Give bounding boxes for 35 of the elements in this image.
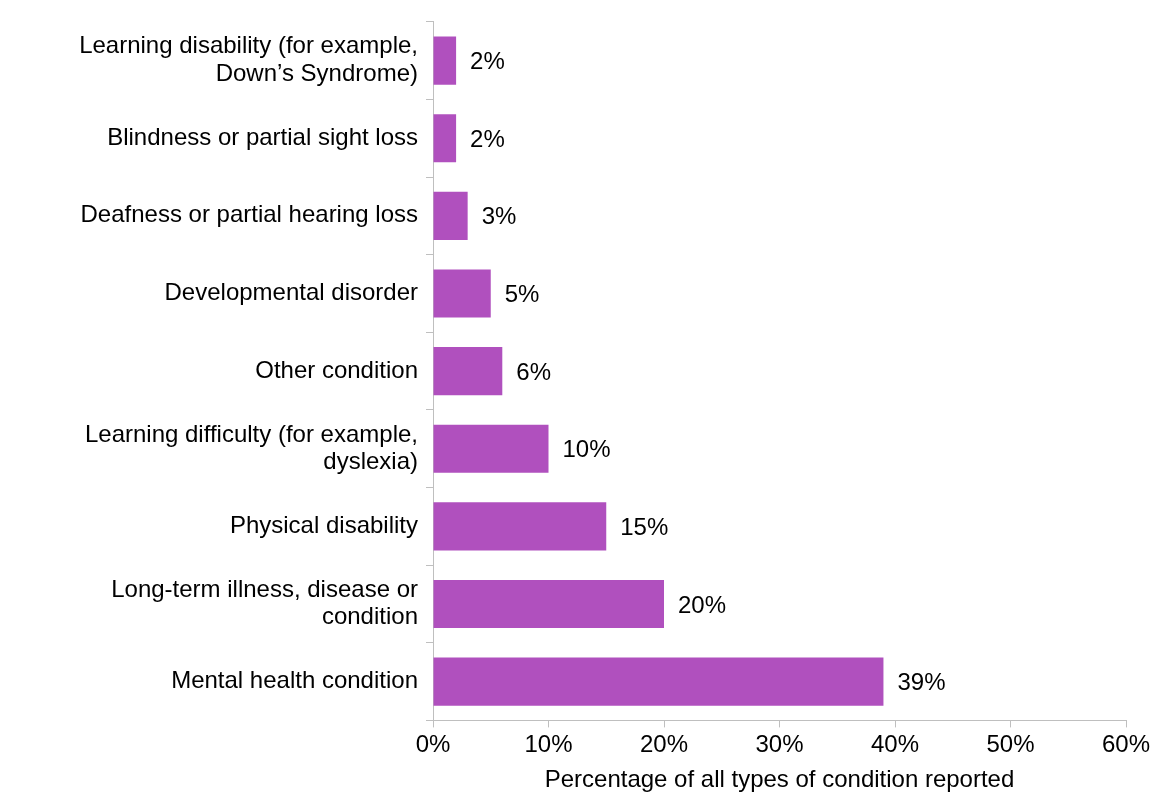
y-tick-label: Blindness or partial sight loss [107,122,418,150]
data-label: 20% [678,590,727,618]
data-label: 39% [897,668,946,696]
bar [433,657,884,706]
data-label: 2% [470,47,505,75]
bar [433,269,491,318]
data-label: 3% [481,202,517,230]
y-tick-label: Physical disability [229,510,418,538]
bar [433,191,468,240]
bar [433,114,457,163]
bar [433,579,664,629]
x-tick-label: 40% [870,730,920,758]
x-tick-label: 50% [986,730,1035,758]
x-tick-label: 60% [1101,730,1151,758]
bar [433,347,503,396]
data-label: 5% [504,280,540,308]
x-axis-title: Percentage of all types of condition reported [544,765,1015,793]
y-tick-label: Learning difficulty (for example, dyslexia) [84,419,418,475]
bar [433,36,457,85]
x-tick-label: 10% [524,730,573,758]
y-tick-label: Deafness or partial hearing loss [80,200,418,228]
x-tick-label: 30% [755,730,804,758]
y-tick-label: Developmental disorder [164,278,418,306]
data-label: 10% [562,435,611,463]
data-label: 2% [470,124,505,152]
data-label: 6% [516,357,551,385]
data-label: 15% [620,512,669,540]
x-tick-label: 0% [415,730,451,758]
x-tick-label: 20% [639,730,689,758]
y-tick-label: Long-term illness, disease or condition [111,574,418,630]
bar [433,502,607,551]
y-tick-label: Mental health condition [171,666,418,694]
bar [433,424,549,473]
y-tick-label: Other condition [255,355,418,383]
y-tick-label: Learning disability (for example, Down’s Syndrome) [79,31,418,87]
